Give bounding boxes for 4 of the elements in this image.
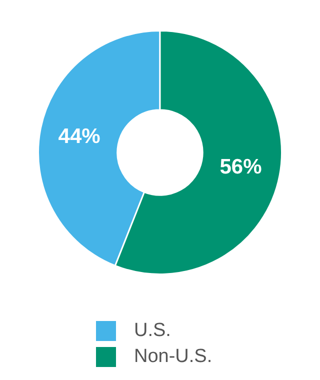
legend-label: Non-U.S. — [134, 346, 212, 368]
data-label: 44% — [58, 124, 101, 148]
data-label: 56% — [220, 156, 262, 179]
legend-label: U.S. — [134, 320, 171, 342]
